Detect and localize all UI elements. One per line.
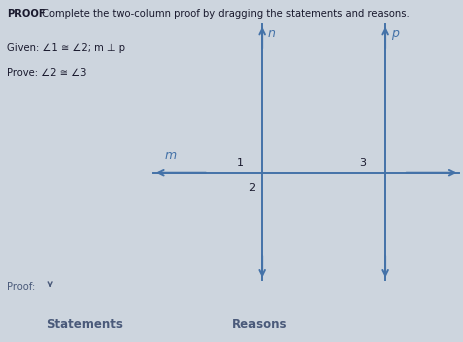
Text: n: n: [267, 27, 275, 40]
Text: Proof:: Proof:: [7, 282, 35, 292]
Text: Given: ∠1 ≅ ∠2; m ⊥ p: Given: ∠1 ≅ ∠2; m ⊥ p: [7, 43, 125, 53]
Text: Complete the two-column proof by dragging the statements and reasons.: Complete the two-column proof by draggin…: [39, 9, 409, 18]
Text: Statements: Statements: [46, 318, 123, 331]
Text: Reasons: Reasons: [232, 318, 287, 331]
Text: PROOF: PROOF: [7, 9, 45, 18]
Text: Prove: ∠2 ≅ ∠3: Prove: ∠2 ≅ ∠3: [7, 68, 86, 78]
Text: 1: 1: [236, 158, 243, 168]
Text: 2: 2: [248, 183, 255, 193]
Text: p: p: [390, 27, 398, 40]
Text: 3: 3: [359, 158, 366, 168]
Text: m: m: [164, 149, 176, 162]
